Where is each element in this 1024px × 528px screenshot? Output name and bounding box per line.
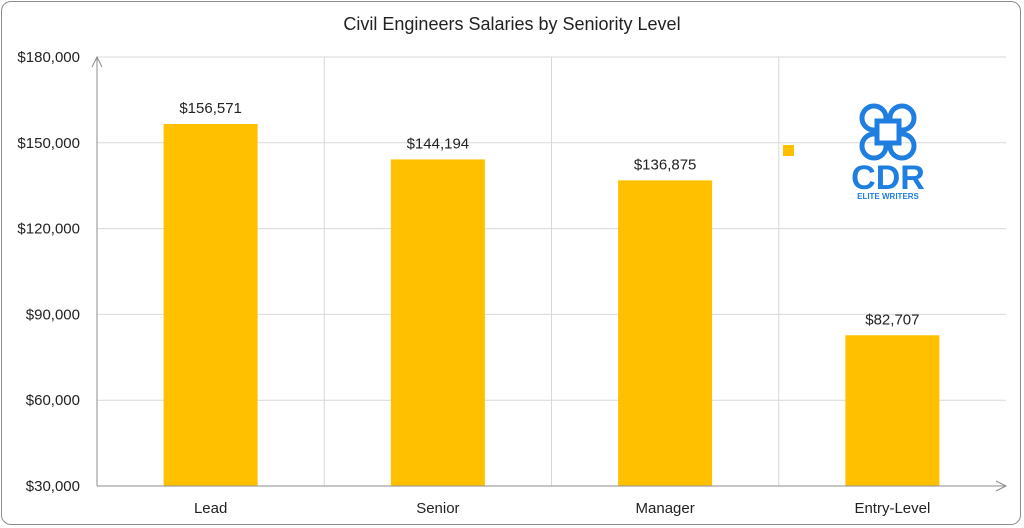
y-tick-label: $90,000	[26, 306, 80, 323]
x-tick-label: Lead	[194, 500, 227, 517]
bars	[163, 124, 940, 487]
data-label: $156,571	[179, 100, 242, 117]
cdr-elite-writers-logo: CDR ELITE WRITERS	[851, 103, 925, 201]
axes	[91, 55, 1008, 492]
bar	[163, 124, 258, 486]
bar	[390, 159, 485, 487]
x-tick-label: Entry-Level	[854, 500, 930, 517]
x-axis-arrow	[995, 480, 1008, 492]
bar	[845, 335, 940, 486]
data-label: $82,707	[865, 311, 919, 328]
y-tick-label: $180,000	[17, 49, 80, 66]
logo-text: CDR	[851, 159, 925, 197]
y-tick-label: $120,000	[17, 221, 80, 238]
chart-title: Civil Engineers Salaries by Seniority Le…	[343, 14, 680, 34]
x-tick-label: Manager	[636, 500, 695, 517]
y-axis-arrow	[91, 55, 103, 68]
x-tick-label: Senior	[416, 500, 459, 517]
bar	[618, 180, 713, 486]
y-tick-label: $30,000	[26, 478, 80, 495]
data-label: $144,194	[407, 135, 470, 152]
legend-marker	[783, 145, 794, 156]
y-tick-label: $60,000	[26, 392, 80, 409]
labels: $30,000 $60,000 $90,000 $120,000 $150,000 $18…	[17, 49, 930, 517]
y-tick-label: $150,000	[17, 135, 80, 152]
logo-subtext: ELITE WRITERS	[857, 192, 919, 201]
data-label: $136,875	[634, 156, 697, 173]
